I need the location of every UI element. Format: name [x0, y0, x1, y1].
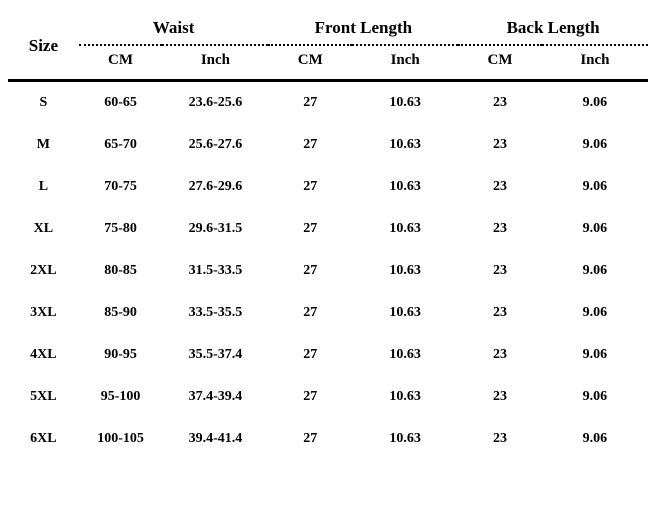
cell-back-cm: 23 — [458, 124, 542, 166]
cell-back-cm: 23 — [458, 208, 542, 250]
cell-front-inch: 10.63 — [352, 124, 458, 166]
header-back-cm: CM — [458, 45, 542, 81]
table-row: 6XL100-10539.4-41.42710.63239.06 — [8, 418, 648, 460]
table-row: S60-6523.6-25.62710.63239.06 — [8, 81, 648, 125]
cell-size: 6XL — [8, 418, 79, 460]
cell-front-inch: 10.63 — [352, 250, 458, 292]
header-back-length: Back Length — [458, 10, 648, 45]
cell-waist-cm: 75-80 — [79, 208, 163, 250]
cell-waist-inch: 25.6-27.6 — [162, 124, 268, 166]
cell-size: M — [8, 124, 79, 166]
cell-front-inch: 10.63 — [352, 81, 458, 125]
cell-waist-cm: 80-85 — [79, 250, 163, 292]
header-size: Size — [8, 10, 79, 81]
cell-front-inch: 10.63 — [352, 418, 458, 460]
table-row: 2XL80-8531.5-33.52710.63239.06 — [8, 250, 648, 292]
cell-front-cm: 27 — [268, 418, 352, 460]
cell-front-cm: 27 — [268, 250, 352, 292]
cell-waist-cm: 95-100 — [79, 376, 163, 418]
table-row: XL75-8029.6-31.52710.63239.06 — [8, 208, 648, 250]
cell-back-cm: 23 — [458, 81, 542, 125]
cell-waist-inch: 37.4-39.4 — [162, 376, 268, 418]
cell-back-inch: 9.06 — [542, 292, 648, 334]
header-unit-row: CM Inch CM Inch CM Inch — [8, 45, 648, 81]
table-row: 5XL95-10037.4-39.42710.63239.06 — [8, 376, 648, 418]
cell-size: 3XL — [8, 292, 79, 334]
table-row: L70-7527.6-29.62710.63239.06 — [8, 166, 648, 208]
table-row: 4XL90-9535.5-37.42710.63239.06 — [8, 334, 648, 376]
header-waist: Waist — [79, 10, 269, 45]
cell-front-cm: 27 — [268, 376, 352, 418]
cell-waist-cm: 60-65 — [79, 81, 163, 125]
table-row: 3XL85-9033.5-35.52710.63239.06 — [8, 292, 648, 334]
cell-front-inch: 10.63 — [352, 292, 458, 334]
cell-front-inch: 10.63 — [352, 376, 458, 418]
header-waist-cm: CM — [79, 45, 163, 81]
cell-front-inch: 10.63 — [352, 208, 458, 250]
cell-size: 5XL — [8, 376, 79, 418]
cell-size: XL — [8, 208, 79, 250]
cell-back-cm: 23 — [458, 166, 542, 208]
cell-front-cm: 27 — [268, 124, 352, 166]
cell-waist-cm: 85-90 — [79, 292, 163, 334]
cell-waist-inch: 27.6-29.6 — [162, 166, 268, 208]
cell-back-cm: 23 — [458, 334, 542, 376]
cell-back-inch: 9.06 — [542, 334, 648, 376]
cell-back-inch: 9.06 — [542, 166, 648, 208]
cell-back-cm: 23 — [458, 292, 542, 334]
cell-waist-inch: 29.6-31.5 — [162, 208, 268, 250]
table-header: Size Waist Front Length Back Length CM I… — [8, 10, 648, 81]
cell-waist-inch: 23.6-25.6 — [162, 81, 268, 125]
cell-waist-inch: 31.5-33.5 — [162, 250, 268, 292]
header-front-inch: Inch — [352, 45, 458, 81]
size-chart-table: Size Waist Front Length Back Length CM I… — [8, 10, 648, 460]
cell-size: 4XL — [8, 334, 79, 376]
cell-front-cm: 27 — [268, 166, 352, 208]
cell-size: S — [8, 81, 79, 125]
table-body: S60-6523.6-25.62710.63239.06M65-7025.6-2… — [8, 81, 648, 461]
cell-front-inch: 10.63 — [352, 166, 458, 208]
header-waist-inch: Inch — [162, 45, 268, 81]
cell-waist-inch: 39.4-41.4 — [162, 418, 268, 460]
cell-waist-cm: 100-105 — [79, 418, 163, 460]
cell-back-cm: 23 — [458, 376, 542, 418]
cell-front-cm: 27 — [268, 81, 352, 125]
cell-back-inch: 9.06 — [542, 208, 648, 250]
header-front-cm: CM — [268, 45, 352, 81]
cell-back-cm: 23 — [458, 418, 542, 460]
cell-front-inch: 10.63 — [352, 334, 458, 376]
cell-waist-cm: 70-75 — [79, 166, 163, 208]
cell-waist-inch: 33.5-35.5 — [162, 292, 268, 334]
header-group-row: Size Waist Front Length Back Length — [8, 10, 648, 45]
cell-back-inch: 9.06 — [542, 81, 648, 125]
cell-size: 2XL — [8, 250, 79, 292]
header-back-inch: Inch — [542, 45, 648, 81]
cell-waist-cm: 90-95 — [79, 334, 163, 376]
cell-back-cm: 23 — [458, 250, 542, 292]
cell-front-cm: 27 — [268, 208, 352, 250]
header-front-length: Front Length — [268, 10, 458, 45]
cell-front-cm: 27 — [268, 334, 352, 376]
cell-back-inch: 9.06 — [542, 418, 648, 460]
cell-waist-cm: 65-70 — [79, 124, 163, 166]
cell-waist-inch: 35.5-37.4 — [162, 334, 268, 376]
cell-back-inch: 9.06 — [542, 376, 648, 418]
cell-back-inch: 9.06 — [542, 124, 648, 166]
cell-back-inch: 9.06 — [542, 250, 648, 292]
cell-front-cm: 27 — [268, 292, 352, 334]
table-row: M65-7025.6-27.62710.63239.06 — [8, 124, 648, 166]
cell-size: L — [8, 166, 79, 208]
